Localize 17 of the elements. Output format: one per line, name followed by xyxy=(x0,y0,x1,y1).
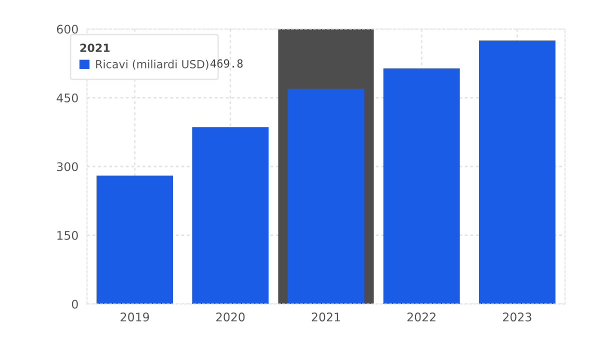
legend-title: 2021 xyxy=(80,44,110,52)
bar xyxy=(383,68,460,304)
bar xyxy=(478,40,556,304)
y-tick-label: 150 xyxy=(57,230,78,240)
y-tick-label: 300 xyxy=(57,162,78,172)
x-tick-label: 2019 xyxy=(120,312,149,322)
x-tick-label: 2022 xyxy=(407,312,436,322)
x-tick-label: 2020 xyxy=(216,312,245,322)
x-tick-label: 2023 xyxy=(503,312,532,322)
bar xyxy=(96,176,174,304)
y-tick-label: 0 xyxy=(72,300,78,309)
legend-label: Ricavi (miliardi USD) xyxy=(96,60,208,70)
bar xyxy=(192,127,269,304)
annotation: 469.8 xyxy=(210,59,243,68)
y-tick-label: 600 xyxy=(56,24,78,34)
x-tick-label: 2021 xyxy=(312,312,340,322)
y-tick-label: 450 xyxy=(56,93,78,102)
